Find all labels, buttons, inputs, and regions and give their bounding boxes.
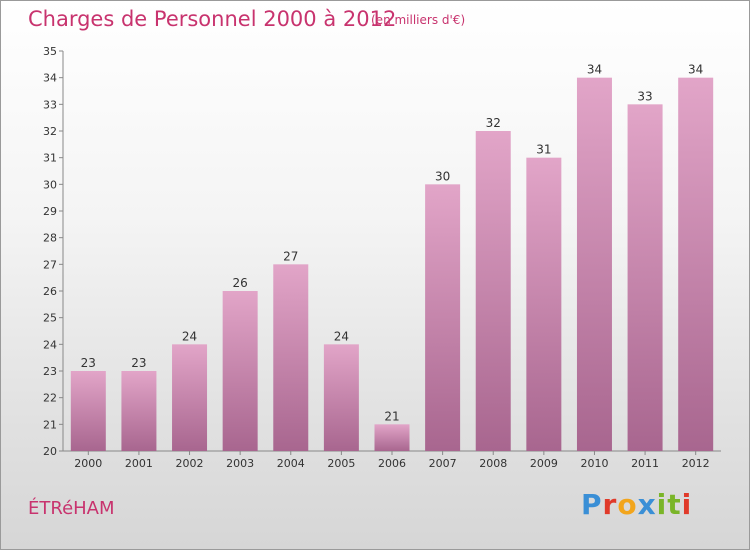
data-label-2003: 26 — [233, 276, 248, 290]
x-tick-label-2001: 2001 — [125, 457, 153, 470]
x-tick-label-2006: 2006 — [378, 457, 406, 470]
data-label-2010: 34 — [587, 63, 602, 77]
y-tick-label: 21 — [43, 418, 57, 431]
logo-letter: r — [602, 488, 618, 521]
bar-2005 — [323, 344, 359, 451]
y-tick-label: 20 — [43, 445, 57, 458]
x-tick-label-2007: 2007 — [429, 457, 457, 470]
bar-2004 — [273, 264, 309, 451]
y-tick-label: 29 — [43, 205, 57, 218]
x-tick-label-2012: 2012 — [682, 457, 710, 470]
data-label-2001: 23 — [131, 356, 146, 370]
data-label-2009: 31 — [536, 143, 551, 157]
data-label-2007: 30 — [435, 169, 450, 183]
logo-letter: i — [656, 488, 668, 521]
x-tick-label-2009: 2009 — [530, 457, 558, 470]
data-label-2000: 23 — [81, 356, 96, 370]
data-label-2008: 32 — [486, 116, 501, 130]
y-tick-label: 33 — [43, 98, 57, 111]
bar-chart: 20 21 22 23 24 25 26 27 28 29 30 31 32 33 34 35 23 2000 2… — [43, 45, 721, 470]
bar-2003 — [222, 291, 258, 451]
data-label-2011: 33 — [637, 89, 652, 103]
x-tick-label-2000: 2000 — [74, 457, 102, 470]
x-tick-label-2005: 2005 — [327, 457, 355, 470]
logo-letter: x — [637, 488, 657, 521]
bar-2007 — [425, 184, 461, 452]
x-tick-label-2011: 2011 — [631, 457, 659, 470]
bar-2006 — [374, 424, 410, 451]
x-tick-label-2008: 2008 — [479, 457, 507, 470]
y-tick-label: 27 — [43, 258, 57, 271]
bar-2008 — [475, 131, 511, 451]
y-tick-label: 25 — [43, 312, 57, 325]
bar-2010 — [576, 77, 612, 452]
unit-note: (en milliers d'€) — [371, 13, 466, 27]
y-tick-label: 34 — [43, 72, 57, 85]
x-tick-label-2003: 2003 — [226, 457, 254, 470]
bar-2000 — [70, 371, 106, 451]
y-tick-label: 22 — [43, 392, 57, 405]
y-tick-label: 28 — [43, 232, 57, 245]
logo-letter: t — [667, 488, 682, 521]
x-tick-label-2004: 2004 — [277, 457, 305, 470]
data-label-2005: 24 — [334, 329, 349, 343]
bar-2001 — [121, 371, 157, 451]
logo-letter: i — [681, 488, 693, 521]
x-tick-label-2002: 2002 — [176, 457, 204, 470]
place-name: ÉTRéHAM — [28, 498, 115, 519]
bar-2009 — [526, 157, 562, 451]
y-tick-label: 24 — [43, 338, 57, 351]
x-tick-label-2010: 2010 — [580, 457, 608, 470]
chart-title: Charges de Personnel 2000 à 2012 — [28, 7, 397, 31]
data-label-2004: 27 — [283, 249, 298, 263]
y-tick-label: 31 — [43, 152, 57, 165]
bar-2012 — [678, 77, 714, 452]
data-label-2012: 34 — [688, 63, 703, 77]
logo-letter: o — [617, 488, 638, 521]
bar-2011 — [627, 104, 663, 451]
proxiti-logo: Proxiti — [581, 488, 692, 521]
y-tick-label: 35 — [43, 45, 57, 58]
data-label-2006: 21 — [384, 409, 399, 423]
logo-letter: P — [581, 488, 603, 521]
bar-2002 — [172, 344, 208, 451]
y-tick-label: 23 — [43, 365, 57, 378]
y-tick-label: 26 — [43, 285, 57, 298]
y-tick-label: 32 — [43, 125, 57, 138]
y-tick-label: 30 — [43, 178, 57, 191]
data-label-2002: 24 — [182, 329, 197, 343]
